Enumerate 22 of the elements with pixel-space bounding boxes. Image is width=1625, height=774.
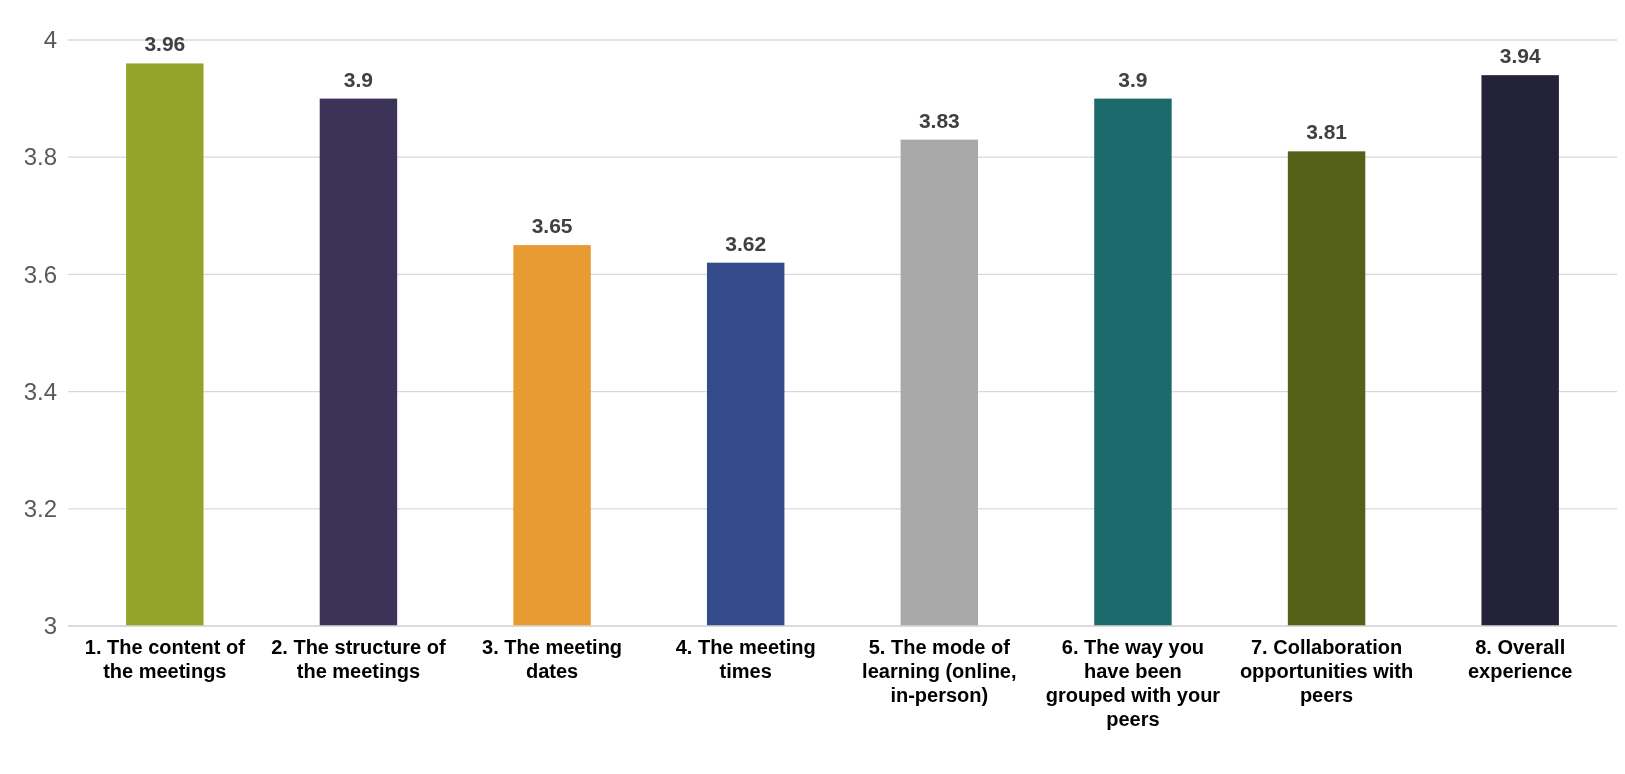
data-label: 3.62 [725,231,767,255]
x-tick-label: 3. The meeting dates [482,636,623,682]
data-label: 3.94 [1499,44,1541,68]
x-tick-label: 7. Collaboration opportunities with peers [1239,636,1414,706]
data-label: 3.83 [918,108,960,132]
data-label: 3.65 [531,214,573,238]
y-tick-label: 3.6 [23,260,57,288]
x-tick-label: 6. The way you have been grouped with your peers [1045,636,1221,730]
y-tick-label: 3.2 [23,494,57,522]
x-tick-label: 4. The meeting times [675,636,816,682]
x-tick-label: 1. The content of the meetings [84,636,246,682]
y-tick-label: 3 [43,612,57,640]
y-tick-label: 3.4 [23,377,57,405]
y-tick-label: 3.8 [23,143,57,171]
data-label: 3.81 [1306,120,1348,144]
data-label: 3.96 [144,32,186,56]
x-tick-label: 5. The mode of learning (online, in-person) [862,636,1017,706]
data-label: 3.9 [343,67,374,91]
x-tick-label: 8. Overall experience [1467,636,1573,682]
data-label: 3.9 [1118,67,1148,91]
y-tick-label: 4 [43,26,57,54]
x-tick-label: 2. The structure of the meetings [271,636,447,682]
